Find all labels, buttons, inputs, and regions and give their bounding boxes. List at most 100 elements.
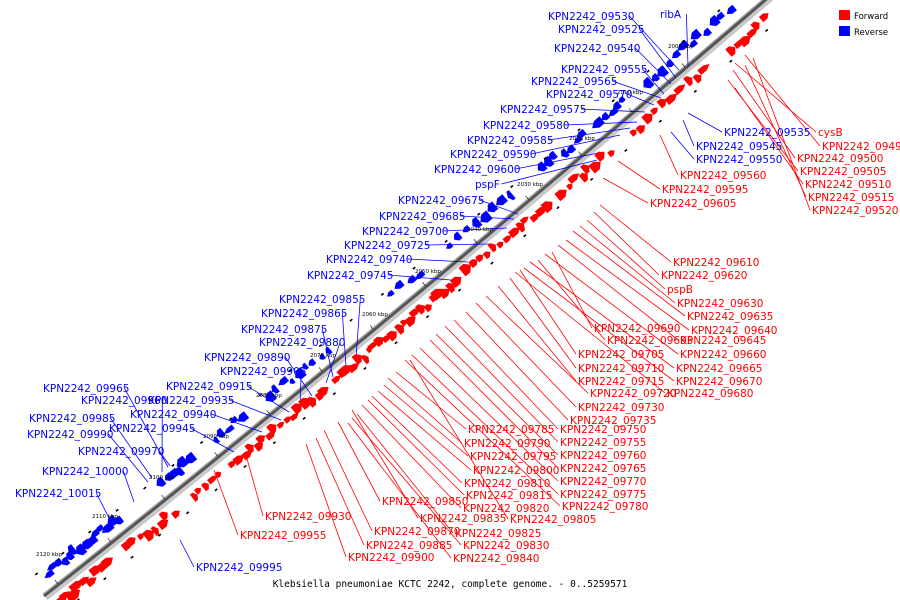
reverse-gene-label[interactable]: KPN2242_09725 xyxy=(344,240,430,252)
forward-gene-label[interactable]: KPN2242_09835 xyxy=(420,513,506,525)
forward-gene-label[interactable]: KPN2242_09830 xyxy=(463,540,549,552)
forward-gene-label[interactable]: KPN2242_09735 xyxy=(570,415,656,427)
forward-gene-label[interactable]: KPN2242_09715 xyxy=(578,376,664,388)
reverse-gene-label[interactable]: KPN2242_09995 xyxy=(196,562,282,574)
forward-gene-label[interactable]: KPN2242_09885 xyxy=(366,540,452,552)
forward-gene-label[interactable]: KPN2242_09765 xyxy=(560,463,646,475)
forward-gene-label[interactable]: KPN2242_09670 xyxy=(676,376,762,388)
forward-gene-label[interactable]: KPN2242_09695 xyxy=(607,335,693,347)
forward-gene-label[interactable]: KPN2242_09825 xyxy=(455,528,541,540)
reverse-gene-label[interactable]: KPN2242_09555 xyxy=(561,64,647,76)
reverse-gene-label[interactable]: KPN2242_09875 xyxy=(241,324,327,336)
forward-gene-label[interactable]: KPN2242_09610 xyxy=(673,257,759,269)
reverse-gene-connector-15 xyxy=(443,227,508,232)
forward-gene-label[interactable]: KPN2242_09510 xyxy=(805,179,891,191)
forward-gene-label[interactable]: KPN2242_09690 xyxy=(594,323,680,335)
reverse-gene-label[interactable]: KPN2242_09940 xyxy=(130,409,216,421)
forward-gene-label[interactable]: KPN2242_09645 xyxy=(680,335,766,347)
forward-gene-label[interactable]: KPN2242_09805 xyxy=(510,514,596,526)
reverse-gene-label[interactable]: KPN2242_09570 xyxy=(546,89,632,101)
forward-gene-label[interactable]: KPN2242_09760 xyxy=(560,450,646,462)
forward-gene-label[interactable]: KPN2242_09620 xyxy=(661,270,747,282)
forward-gene-label[interactable]: KPN2242_09900 xyxy=(348,552,434,564)
reverse-gene-label[interactable]: KPN2242_10000 xyxy=(42,466,128,478)
forward-gene-label[interactable]: KPN2242_09710 xyxy=(578,363,664,375)
reverse-gene-label[interactable]: KPN2242_09565 xyxy=(531,76,617,88)
forward-gene-label[interactable]: KPN2242_09520 xyxy=(812,205,898,217)
forward-gene-label[interactable]: KPN2242_09775 xyxy=(560,489,646,501)
forward-gene-label[interactable]: KPN2242_09795 xyxy=(470,451,556,463)
forward-gene-label[interactable]: KPN2242_09780 xyxy=(562,501,648,513)
forward-gene-label[interactable]: KPN2242_09930 xyxy=(265,511,351,523)
forward-gene-label[interactable]: KPN2242_09790 xyxy=(464,438,550,450)
forward-gene-label[interactable]: KPN2242_09770 xyxy=(560,476,646,488)
forward-gene-label[interactable]: KPN2242_09955 xyxy=(240,530,326,542)
reverse-gene-label[interactable]: KPN2242_09575 xyxy=(500,104,586,116)
forward-gene-label[interactable]: KPN2242_09505 xyxy=(800,166,886,178)
reverse-gene-label[interactable]: KPN2242_09540 xyxy=(554,43,640,55)
forward-gene-label[interactable]: KPN2242_09755 xyxy=(560,437,646,449)
reverse-gene-label[interactable]: KPN2242_09545 xyxy=(696,141,782,153)
forward-gene-label[interactable]: KPN2242_09660 xyxy=(680,349,766,361)
reverse-gene-label[interactable]: KPN2242_09580 xyxy=(483,120,569,132)
reverse-gene-label[interactable]: pspF xyxy=(475,179,500,191)
forward-gene-label[interactable]: KPN2242_09810 xyxy=(464,478,550,490)
reverse-gene-label[interactable]: KPN2242_09550 xyxy=(696,154,782,166)
reverse-gene-label[interactable]: KPN2242_09685 xyxy=(379,211,465,223)
reverse-gene-label[interactable]: KPN2242_09970 xyxy=(78,446,164,458)
forward-gene-label[interactable]: KPN2242_09870 xyxy=(374,526,460,538)
reverse-gene-label[interactable]: KPN2242_09990 xyxy=(27,429,113,441)
forward-gene-label[interactable]: KPN2242_09820 xyxy=(463,503,549,515)
reverse-gene-label[interactable]: KPN2242_09945 xyxy=(109,423,195,435)
reverse-gene-label[interactable]: KPN2242_09915 xyxy=(166,381,252,393)
forward-gene-label[interactable]: KPN2242_09500 xyxy=(797,153,883,165)
reverse-gene-label[interactable]: KPN2242_09745 xyxy=(307,270,393,282)
reverse-gene-label[interactable]: KPN2242_09675 xyxy=(398,195,484,207)
reverse-gene-label[interactable]: KPN2242_09855 xyxy=(279,294,365,306)
reverse-gene-label[interactable]: KPN2242_09700 xyxy=(362,226,448,238)
reverse-gene-label[interactable]: KPN2242_09530 xyxy=(548,11,634,23)
reverse-gene-label[interactable]: ribA xyxy=(660,9,682,21)
forward-gene-label[interactable]: KPN2242_09680 xyxy=(667,388,753,400)
forward-gene-label[interactable]: KPN2242_09640 xyxy=(691,325,777,337)
reverse-gene-label[interactable]: KPN2242_09535 xyxy=(724,127,810,139)
forward-gene-label[interactable]: KPN2242_09605 xyxy=(650,198,736,210)
forward-gene-label[interactable]: KPN2242_09750 xyxy=(560,424,646,436)
forward-gene-label[interactable]: KPN2242_09850 xyxy=(382,496,468,508)
reverse-gene-label[interactable]: KPN2242_09905 xyxy=(220,366,306,378)
forward-gene-label[interactable]: KPN2242_09840 xyxy=(453,553,539,565)
tick-line-7 xyxy=(318,367,323,372)
forward-gene-label[interactable]: KPN2242_09490 xyxy=(822,141,900,153)
reverse-gene-label[interactable]: KPN2242_09880 xyxy=(259,337,345,349)
reverse-gene-label[interactable]: KPN2242_09960 xyxy=(81,395,167,407)
reverse-gene-label[interactable]: KPN2242_09590 xyxy=(450,149,536,161)
forward-gene-label[interactable]: KPN2242_09630 xyxy=(677,298,763,310)
reverse-gene-label[interactable]: KPN2242_09965 xyxy=(43,383,129,395)
reverse-gene-label[interactable]: KPN2242_09585 xyxy=(467,135,553,147)
forward-gene-label[interactable]: KPN2242_09730 xyxy=(578,402,664,414)
forward-feature-arrow-81 xyxy=(607,150,615,158)
reverse-gene-label[interactable]: KPN2242_09740 xyxy=(326,254,412,266)
feature-mark-3 xyxy=(103,577,107,581)
forward-gene-label[interactable]: KPN2242_09720 xyxy=(590,388,676,400)
forward-gene-label[interactable]: KPN2242_09705 xyxy=(578,349,664,361)
reverse-gene-label[interactable]: KPN2242_09890 xyxy=(204,352,290,364)
reverse-gene-label[interactable]: KPN2242_09935 xyxy=(148,395,234,407)
forward-gene-label[interactable]: KPN2242_09800 xyxy=(473,465,559,477)
forward-feature-arrow-91 xyxy=(697,63,710,75)
reverse-gene-label[interactable]: KPN2242_09985 xyxy=(29,413,115,425)
forward-gene-label[interactable]: KPN2242_09595 xyxy=(662,184,748,196)
forward-gene-label[interactable]: pspB xyxy=(667,284,693,296)
forward-gene-label[interactable]: KPN2242_09515 xyxy=(808,192,894,204)
reverse-gene-label[interactable]: KPN2242_10015 xyxy=(15,488,101,500)
forward-gene-connector-52 xyxy=(347,422,452,559)
forward-gene-label[interactable]: KPN2242_09665 xyxy=(676,363,762,375)
forward-gene-label[interactable]: KPN2242_09815 xyxy=(466,490,552,502)
reverse-gene-label[interactable]: KPN2242_09525 xyxy=(558,24,644,36)
reverse-gene-label[interactable]: KPN2242_09600 xyxy=(434,164,520,176)
forward-gene-label[interactable]: KPN2242_09635 xyxy=(687,311,773,323)
forward-gene-label[interactable]: cysB xyxy=(818,127,843,139)
forward-gene-label[interactable]: KPN2242_09785 xyxy=(468,424,554,436)
reverse-gene-label[interactable]: KPN2242_09865 xyxy=(261,308,347,320)
forward-gene-label[interactable]: KPN2242_09560 xyxy=(680,170,766,182)
